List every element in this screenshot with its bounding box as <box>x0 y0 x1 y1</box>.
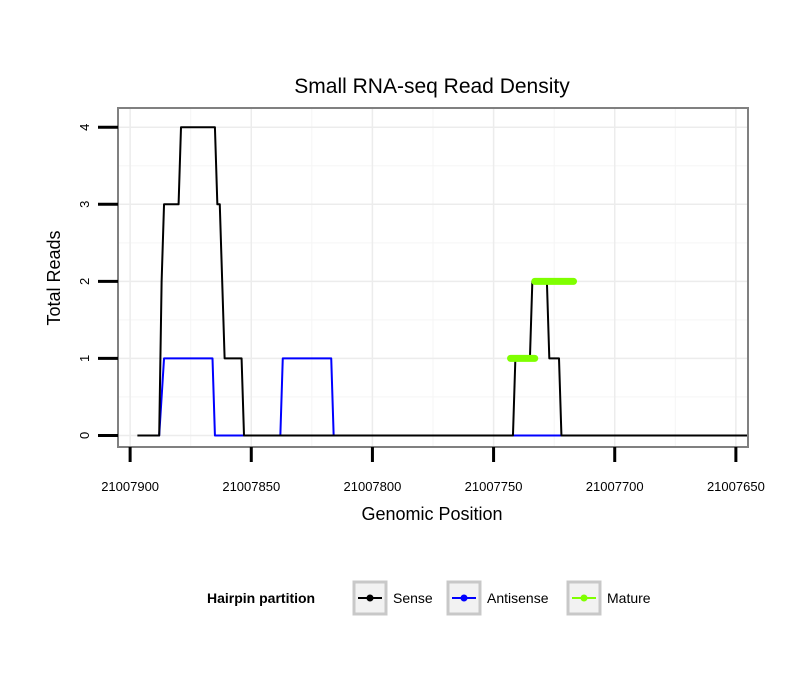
y-tick-label: 0 <box>77 432 92 439</box>
y-tick-label: 1 <box>77 355 92 362</box>
x-tick-label: 21007900 <box>101 479 159 494</box>
sense-series-line <box>137 126 748 437</box>
y-tick-label: 3 <box>77 201 92 208</box>
plot-border <box>117 107 749 448</box>
y-axis: 0 1 2 3 4 <box>77 124 118 439</box>
legend-label-sense: Sense <box>393 590 433 606</box>
series-group <box>137 126 748 437</box>
x-axis: 21007900 21007850 21007800 21007750 21007700… <box>101 447 765 494</box>
x-tick-label: 21007650 <box>707 479 765 494</box>
y-axis-label: Total Reads <box>44 230 64 325</box>
legend-key-point <box>460 594 468 602</box>
legend-key-point <box>366 594 374 602</box>
grid <box>118 108 748 447</box>
chart-title: Small RNA-seq Read Density <box>294 75 570 98</box>
y-tick-label: 2 <box>77 278 92 285</box>
legend-label-antisense: Antisense <box>487 590 549 606</box>
legend-key-point <box>580 594 588 602</box>
x-tick-label: 21007750 <box>465 479 523 494</box>
legend-label-mature: Mature <box>607 590 651 606</box>
x-tick-label: 21007800 <box>344 479 402 494</box>
legend-title: Hairpin partition <box>207 590 315 606</box>
x-axis-label: Genomic Position <box>361 504 502 524</box>
x-tick-label: 21007850 <box>222 479 280 494</box>
y-tick-label: 4 <box>77 124 92 131</box>
legend: Hairpin partition Sense Antisense Mature <box>207 580 651 616</box>
x-tick-label: 21007700 <box>586 479 644 494</box>
